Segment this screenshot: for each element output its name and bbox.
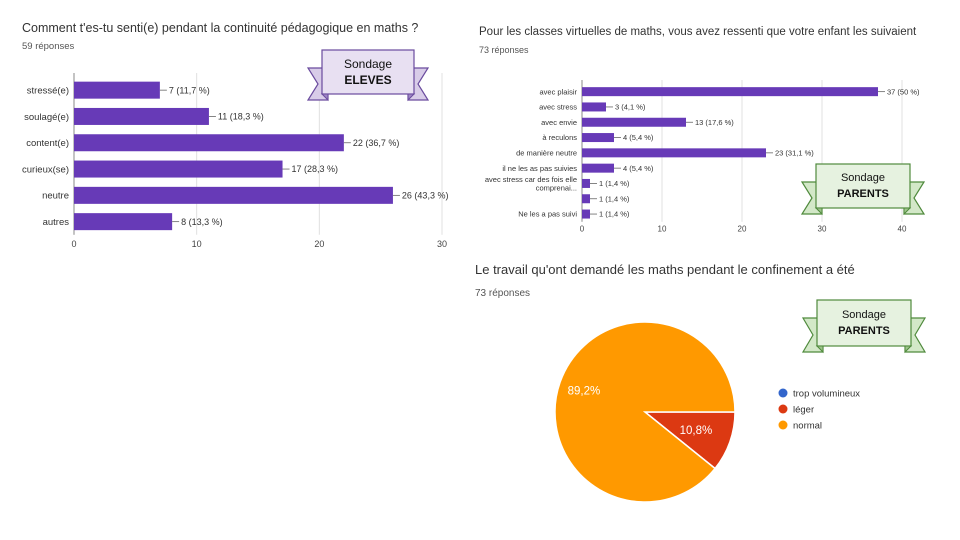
legend-swatch <box>778 404 788 414</box>
parents-classes-data-label: 4 (5,4 %) <box>623 164 654 173</box>
parents-classes-bar <box>582 102 606 112</box>
students-data-label: 8 (13,3 %) <box>181 217 223 227</box>
parents-classes-category-label: avec stress <box>539 103 577 112</box>
parents-classes-bar <box>582 209 590 219</box>
parents-classes-data-label: 37 (50 %) <box>887 87 920 96</box>
students-bar-chart: 0 10 20 30 stressé(e) 7 (11,7 %) soulagé(e) 11 … <box>22 73 449 249</box>
banner-line2: PARENTS <box>837 188 889 200</box>
students-category-label: neutre <box>42 191 69 202</box>
parents-classes-bar <box>582 133 614 143</box>
students-responses-count: 59 réponses <box>22 41 75 52</box>
banner-line1: Sondage <box>842 309 886 321</box>
parents-classes-tick-label: 30 <box>818 225 827 234</box>
parents-classes-data-label: 4 (5,4 %) <box>623 133 654 142</box>
pie-slice <box>554 321 736 503</box>
parents-classes-bar <box>582 178 590 188</box>
students-category-label: stressé(e) <box>27 85 69 96</box>
parents-work-responses-count: 73 réponses <box>475 288 531 299</box>
parents-classes-category-label: à reculons <box>542 133 577 142</box>
students-category-label: soulagé(e) <box>24 112 69 123</box>
parents-classes-tick-label: 0 <box>580 225 585 234</box>
parents-classes-category-label: comprenai... <box>536 183 577 192</box>
students-category-label: curieux(se) <box>22 164 69 175</box>
students-bar <box>74 134 344 152</box>
students-chart-title: Comment t'es-tu senti(e) pendant la cont… <box>22 21 419 35</box>
parents-classes-tick-label: 40 <box>898 225 907 234</box>
parents-classes-data-label: 3 (4,1 %) <box>615 103 646 112</box>
legend-label: trop volumineux <box>793 389 860 400</box>
parents-classes-data-label: 1 (1,4 %) <box>599 179 630 188</box>
parents-classes-bar <box>582 87 878 97</box>
students-tick-label: 0 <box>71 239 76 249</box>
parents-classes-tick-label: 20 <box>738 225 747 234</box>
parents-classes-data-label: 23 (31,1 %) <box>775 148 814 157</box>
parents-classes-bar <box>582 163 614 173</box>
banner-line1: Sondage <box>344 57 392 71</box>
pie-slice-label: 89,2% <box>568 385 601 397</box>
students-data-label: 7 (11,7 %) <box>169 85 210 95</box>
students-data-label: 17 (28,3 %) <box>292 164 339 174</box>
legend-swatch <box>778 420 788 430</box>
ribbon-body <box>815 163 911 209</box>
parents-classes-bar <box>582 117 686 127</box>
parents-classes-category-label: il ne les as pas suivies <box>502 164 577 173</box>
parents-classes-bar-chart: 0 10 20 30 40 avec plaisir 37 (50 %) avec stres… <box>485 80 920 234</box>
students-data-label: 26 (43,3 %) <box>402 191 449 201</box>
ribbon-parents-2: Sondage PARENTS <box>801 299 927 354</box>
parents-classes-category-label: avec plaisir <box>539 87 577 96</box>
students-bar <box>74 107 209 125</box>
students-data-label: 11 (18,3 %) <box>218 112 264 122</box>
banner-sondage-parents-1: Sondage PARENTS <box>800 162 926 218</box>
legend-swatch <box>778 388 788 398</box>
students-category-label: autres <box>43 217 70 228</box>
parents-classes-bar <box>582 194 590 204</box>
ribbon-body <box>321 49 415 95</box>
parents-classes-tick-label: 10 <box>658 225 667 234</box>
legend-label: normal <box>793 421 822 432</box>
banner-line1: Sondage <box>841 172 885 184</box>
students-chart-panel: Comment t'es-tu senti(e) pendant la cont… <box>0 0 470 270</box>
parents-classes-bar <box>582 148 766 158</box>
pie-slice-label: 10,8% <box>680 425 713 437</box>
ribbon-eleves: Sondage ELEVES <box>306 49 430 102</box>
banner-line2: ELEVES <box>344 73 391 87</box>
banner-line2: PARENTS <box>838 325 890 337</box>
parents-work-chart-title: Le travail qu'ont demandé les maths pend… <box>475 262 855 277</box>
students-data-label: 22 (36,7 %) <box>353 138 400 148</box>
parents-classes-category-label: Ne les a pas suivi <box>518 210 577 219</box>
parents-classes-category-label: avec envie <box>541 118 577 127</box>
ribbon-body <box>816 299 912 347</box>
parents-classes-category-label: avec stress car des fois elle <box>485 175 577 184</box>
parents-classes-responses-count: 73 réponses <box>479 45 529 55</box>
students-bar <box>74 81 160 99</box>
students-tick-label: 20 <box>314 239 324 249</box>
parents-classes-chart-panel: Pour les classes virtuelles de maths, vo… <box>470 0 960 250</box>
students-bar <box>74 213 173 231</box>
students-tick-label: 10 <box>192 239 202 249</box>
parents-classes-data-label: 1 (1,4 %) <box>599 194 630 203</box>
parents-classes-data-label: 1 (1,4 %) <box>599 210 630 219</box>
banner-sondage-parents-2: Sondage PARENTS <box>801 298 927 356</box>
parents-classes-category-label: de manière neutre <box>516 148 577 157</box>
parents-work-pie-chart: 10,8% 89,2% trop volumineux léger normal <box>554 321 860 503</box>
parents-work-chart-panel: Le travail qu'ont demandé les maths pend… <box>470 250 960 540</box>
ribbon-parents-1: Sondage PARENTS <box>800 163 926 216</box>
banner-sondage-eleves: Sondage ELEVES <box>306 48 430 106</box>
legend-label: léger <box>793 405 814 416</box>
students-tick-label: 30 <box>437 239 447 249</box>
parents-classes-chart-title: Pour les classes virtuelles de maths, vo… <box>479 26 917 38</box>
parents-classes-data-label: 13 (17,6 %) <box>695 118 734 127</box>
students-bar <box>74 160 283 178</box>
students-bar <box>74 186 393 204</box>
students-category-label: content(e) <box>26 138 69 149</box>
